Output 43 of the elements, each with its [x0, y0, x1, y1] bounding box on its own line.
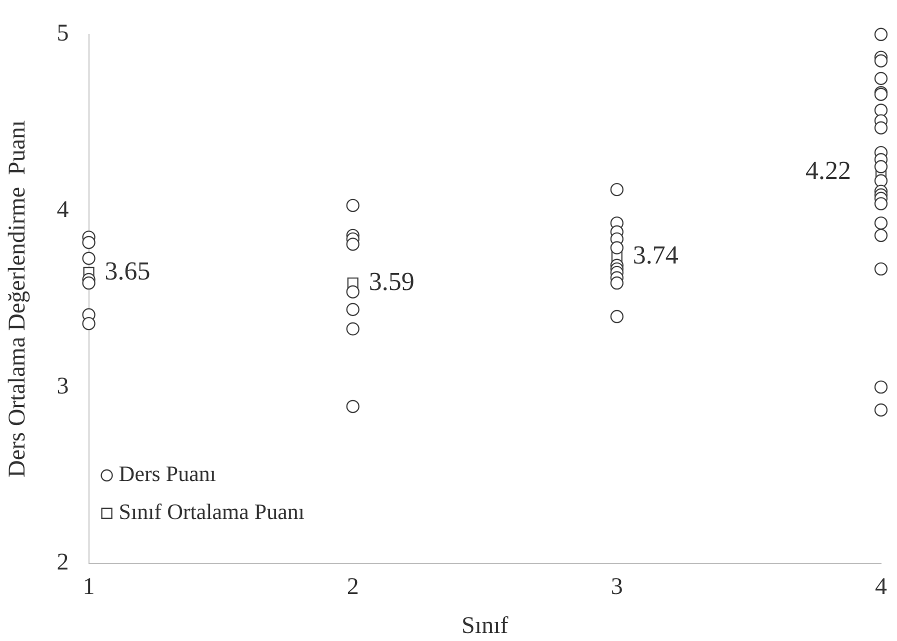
point [874, 54, 888, 68]
point [874, 28, 888, 41]
point [82, 252, 96, 265]
point [874, 121, 888, 134]
point [610, 276, 624, 290]
x-tick-label: 2 [346, 574, 359, 600]
data-label: 3.59 [368, 266, 414, 296]
point [874, 174, 888, 188]
point [346, 302, 360, 316]
legend-label: Sınıf Ortalama Puanı [118, 499, 305, 524]
point [346, 400, 360, 414]
point [610, 310, 624, 324]
point [874, 262, 888, 276]
y-tick-label: 3 [56, 373, 69, 400]
point [874, 72, 888, 86]
point [346, 198, 360, 212]
point [874, 403, 888, 417]
data-label: 3.65 [104, 256, 150, 286]
point [874, 160, 888, 174]
point [82, 316, 96, 330]
point [82, 236, 96, 250]
data-label: 3.74 [632, 240, 678, 270]
point [874, 380, 888, 394]
x-tick-label: 1 [82, 574, 95, 600]
point [874, 197, 888, 210]
x-tick-label: 4 [875, 574, 887, 600]
point [346, 322, 360, 336]
point [346, 238, 360, 251]
y-tick-label: 4 [56, 197, 69, 224]
y-tick-label: 2 [56, 550, 69, 576]
point [610, 182, 624, 196]
point [874, 228, 888, 242]
legend-label: Ders Puanı [118, 461, 216, 486]
x-tick-label: 3 [610, 574, 623, 600]
point [874, 104, 888, 117]
point [82, 276, 96, 290]
point [346, 285, 360, 298]
data-label: 4.22 [806, 156, 851, 185]
y-tick-label: 5 [56, 20, 69, 47]
x-axis-title: Sınıf [462, 612, 508, 639]
point [610, 241, 624, 254]
y-axis-title: Ders Ortalama Değerlendirme Puanı [4, 120, 31, 478]
point [874, 216, 888, 230]
